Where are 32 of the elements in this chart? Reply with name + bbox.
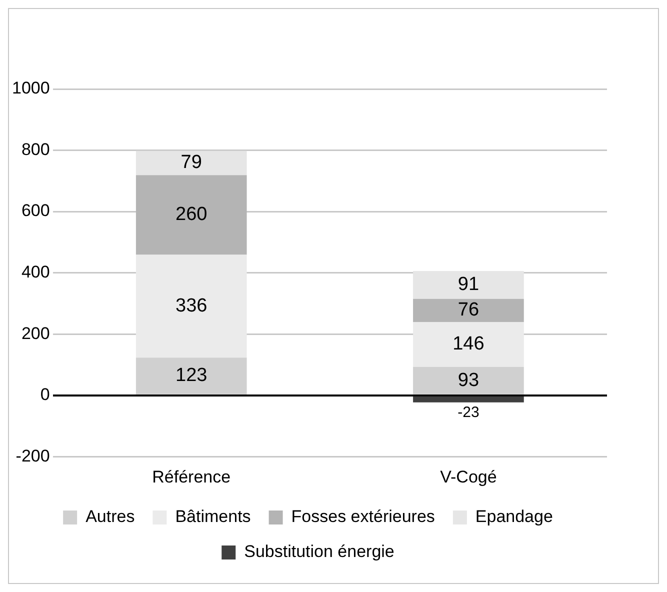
data-label: 260	[176, 204, 208, 226]
data-label: 79	[180, 152, 202, 174]
bar	[413, 396, 524, 402]
data-label: 93	[458, 370, 480, 391]
y-tick-label: 0	[40, 385, 50, 404]
data-label: 123	[176, 365, 208, 386]
bar	[136, 150, 247, 176]
x-tick-label: Référence	[152, 467, 231, 486]
data-label: 76	[458, 300, 480, 321]
y-tick-label: 800	[21, 140, 50, 159]
bar	[413, 298, 524, 322]
bar	[413, 366, 524, 394]
data-label: 336	[176, 295, 208, 316]
bar	[413, 270, 524, 299]
bar	[136, 175, 247, 255]
data-label: -23	[458, 404, 480, 422]
y-tick-label: 200	[21, 324, 50, 343]
data-label: 146	[452, 334, 484, 355]
y-tick-label: 400	[21, 262, 50, 282]
y-tick-label: -200	[16, 446, 50, 466]
legend-label: Epandage	[475, 507, 553, 526]
y-tick-label: 1000	[12, 78, 50, 98]
data-label: 91	[458, 274, 480, 296]
legend-label: Bâtiments	[175, 507, 251, 526]
legend-label: Fosses extérieures	[291, 507, 435, 526]
bar	[136, 254, 247, 358]
x-tick-label: V-Cogé	[440, 467, 497, 486]
bar	[413, 322, 524, 367]
legend-label: Substitution énergie	[244, 542, 394, 562]
y-tick-label: 600	[21, 201, 50, 220]
bar	[136, 358, 247, 394]
legend-label: Autres	[86, 507, 135, 526]
